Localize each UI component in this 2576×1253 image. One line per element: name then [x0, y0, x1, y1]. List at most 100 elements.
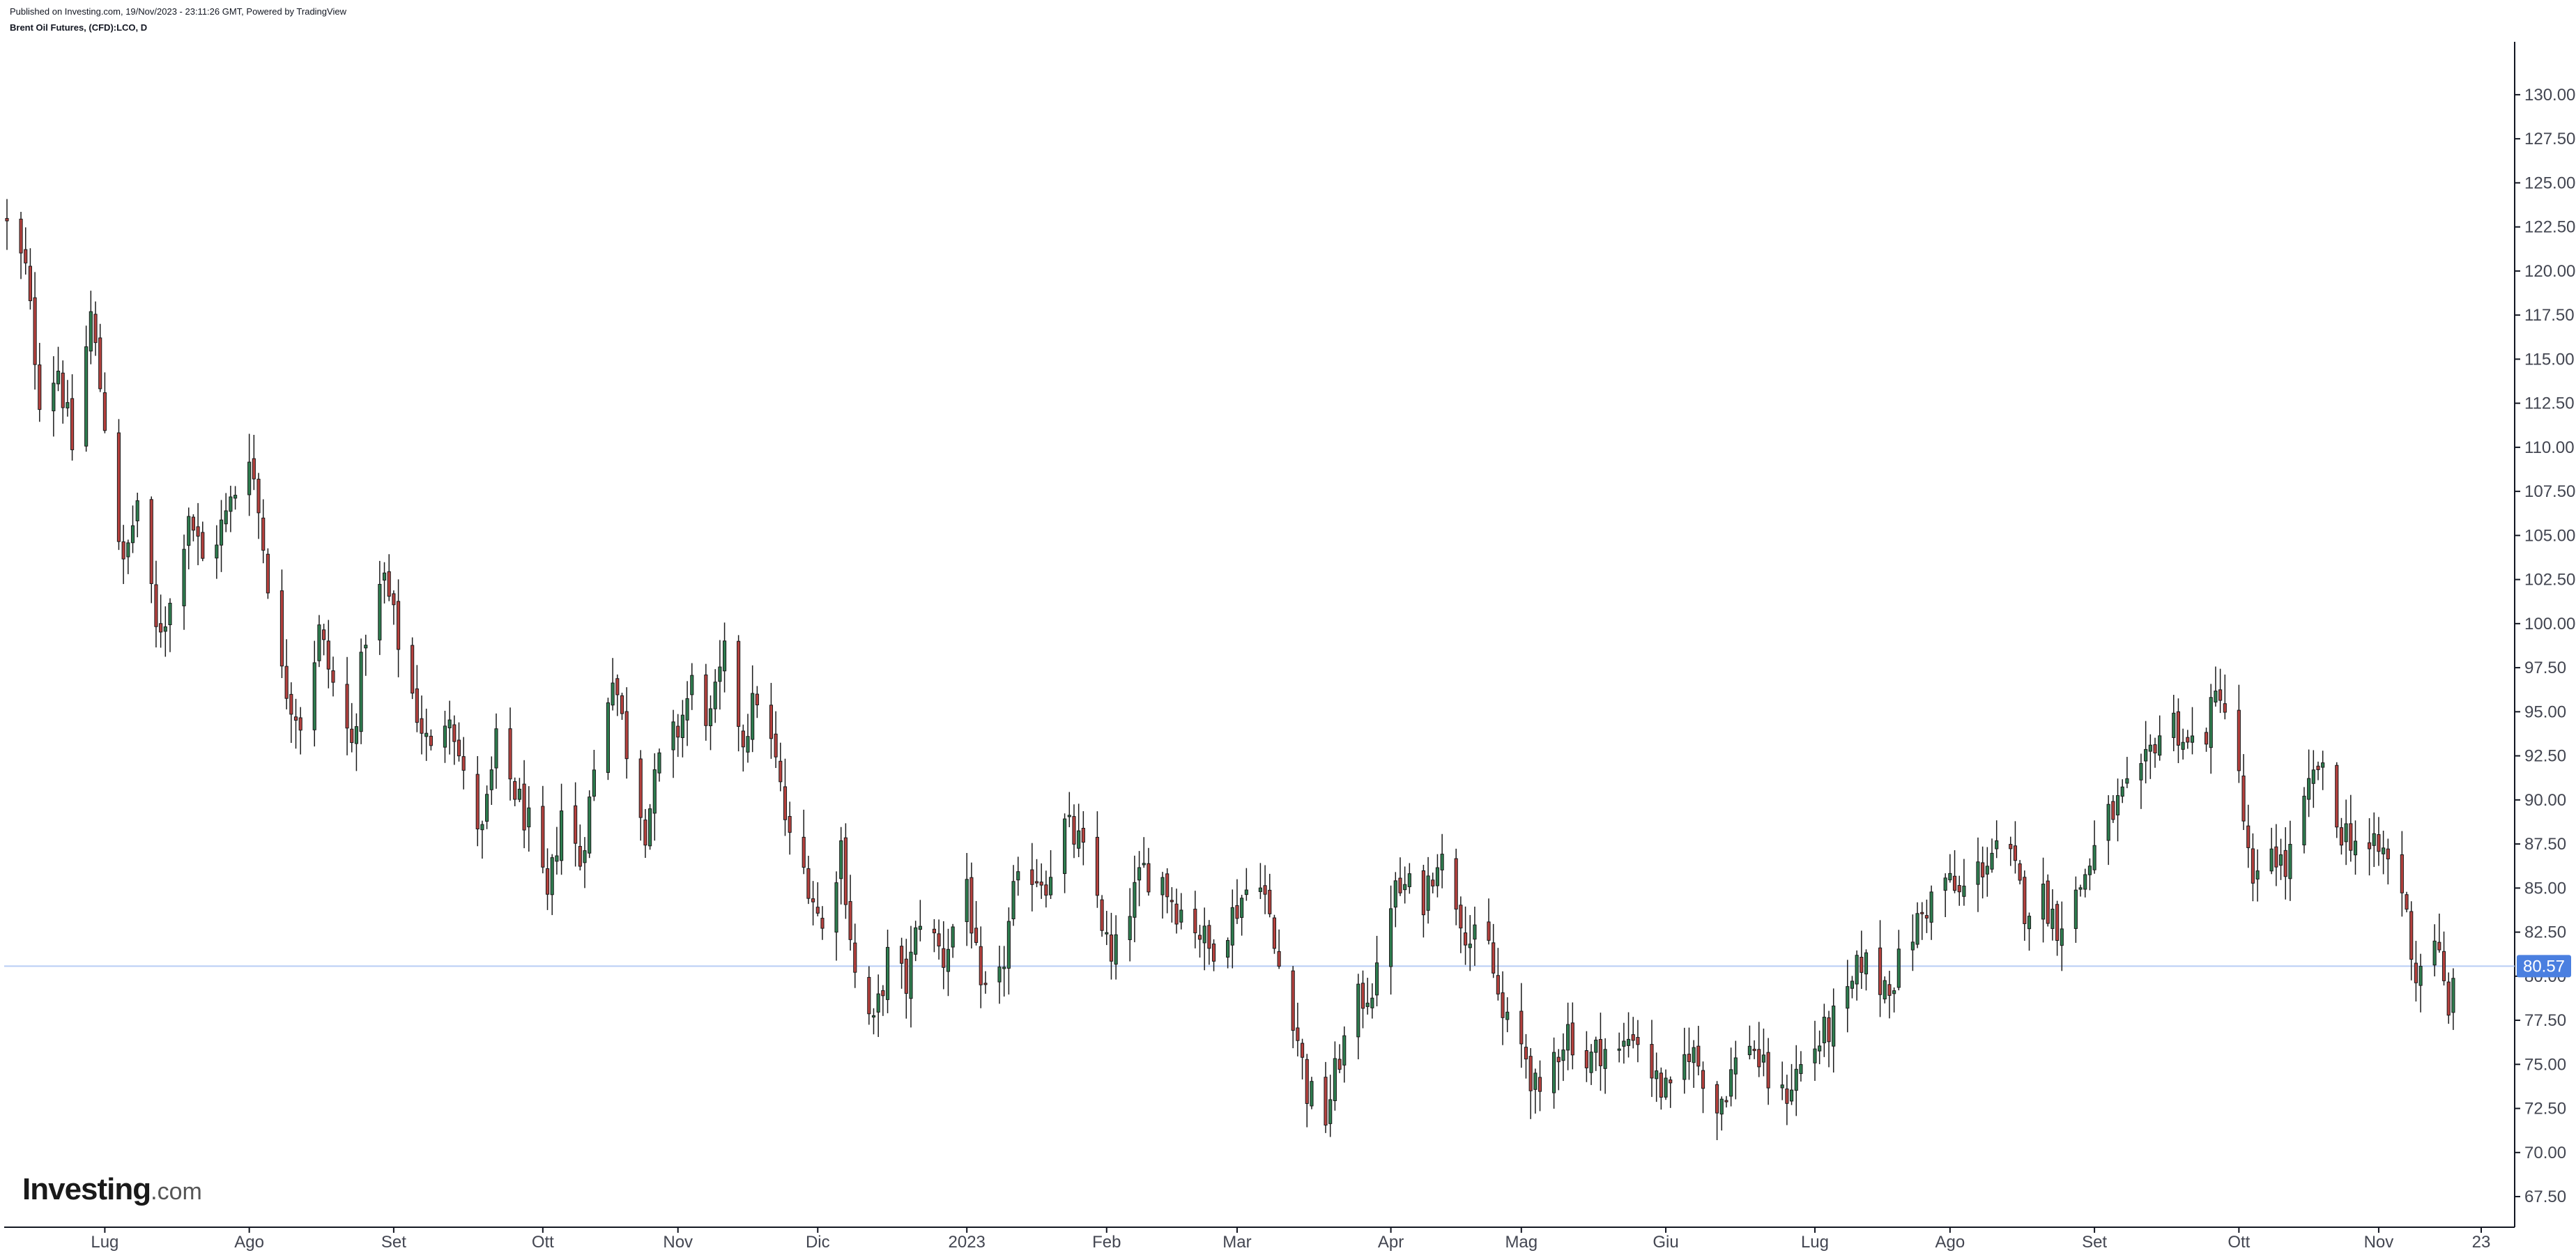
candle-up [1505, 1011, 1510, 1020]
candle-down [1211, 944, 1216, 962]
candle-down [2186, 737, 2190, 743]
candle-up [611, 682, 615, 706]
candle-down [676, 725, 680, 738]
candle-down [643, 820, 647, 846]
candle-up [1626, 1038, 1631, 1046]
candle-down [2023, 877, 2027, 924]
candle-down [1044, 884, 1048, 896]
candle-up [1533, 1073, 1538, 1090]
candle-down [806, 868, 811, 899]
candle-up [1365, 1002, 1370, 1007]
y-tick-label: 75.00 [2524, 1055, 2566, 1074]
candle-down [802, 836, 806, 868]
candle-down [1360, 983, 1365, 1009]
candle-up [713, 682, 717, 709]
candle-down [522, 783, 526, 831]
y-axis-ticks: 67.5070.0072.5075.0077.5080.0082.5085.00… [2515, 86, 2575, 1206]
candle-down [1463, 932, 1468, 946]
candle-up [1374, 962, 1379, 996]
candle-down [1398, 877, 1402, 893]
candle-down [815, 907, 820, 914]
candle-up [2302, 795, 2306, 845]
y-tick-label: 90.00 [2524, 791, 2566, 810]
candle-up [2158, 735, 2162, 756]
candle-up [1832, 1006, 1836, 1047]
candle-up [359, 652, 363, 732]
candle-up [1822, 1017, 1826, 1043]
candle-down [769, 705, 773, 739]
candle-down [1235, 905, 1239, 919]
candle-up [871, 1015, 876, 1017]
candle-down [191, 516, 195, 531]
candle-up [652, 769, 657, 814]
candle-down [2176, 711, 2181, 746]
candle-up [2092, 845, 2096, 870]
candle-down [33, 297, 37, 365]
candle-up [2288, 843, 2292, 879]
candle-up [1948, 873, 1952, 881]
candle-up [1077, 830, 1081, 849]
candle-down [1324, 1077, 1328, 1125]
candle-up [1682, 1054, 1687, 1080]
candle-down [615, 678, 620, 695]
candle-down [1263, 885, 1267, 895]
candle-up [2125, 778, 2129, 784]
x-tick-label: Feb [1092, 1233, 1121, 1252]
candle-up [2144, 748, 2148, 762]
candle-up [2120, 786, 2124, 797]
candle-down [1277, 951, 1281, 967]
candles [5, 199, 2455, 1141]
candle-down [508, 728, 512, 780]
candle-down [1492, 942, 1496, 974]
candle-up [671, 721, 675, 751]
candle-up [708, 708, 713, 726]
candle-up [382, 572, 387, 581]
candle-down [932, 928, 936, 934]
candle-down [704, 674, 708, 726]
candle-up [1016, 871, 1020, 881]
candle-down [937, 933, 941, 947]
candle-up [130, 525, 135, 544]
candle-down [1887, 984, 1892, 996]
candle-up [517, 788, 521, 800]
candle-down [387, 571, 391, 597]
candle-up [1813, 1048, 1817, 1063]
candle-down [2237, 709, 2241, 771]
candle-up [690, 675, 694, 695]
candle-up [2321, 762, 2325, 768]
y-tick-label: 127.50 [2524, 130, 2575, 148]
candle-up [1393, 880, 1397, 908]
candle-up [2214, 691, 2218, 702]
candle-up [1976, 861, 1980, 885]
candle-up [2181, 741, 2185, 750]
candle-up [489, 769, 493, 790]
x-tick-label: Mar [1222, 1233, 1251, 1252]
candle-up [685, 698, 689, 721]
x-tick-label: Nov [2364, 1233, 2394, 1252]
candle-up [2451, 978, 2455, 1013]
candle-down [2251, 848, 2255, 884]
candle-down [2283, 850, 2287, 877]
candle-up [1407, 873, 1411, 887]
candle-down [2414, 962, 2418, 983]
candle-up [2083, 874, 2087, 890]
candle-down [1095, 836, 1099, 896]
candle-up [1328, 1099, 1333, 1124]
candle-up [909, 951, 913, 999]
candle-down [811, 898, 815, 902]
candle-up [876, 993, 880, 1013]
x-tick-label: Set [381, 1233, 406, 1252]
candle-up [1719, 1098, 1724, 1115]
candle-down [420, 718, 424, 734]
candle-down [545, 868, 550, 895]
candle-down [345, 684, 349, 729]
candle-down [1174, 903, 1179, 925]
candle-up [447, 719, 452, 729]
candle-up [378, 583, 382, 640]
candle-up [1333, 1058, 1337, 1102]
candle-down [201, 532, 205, 559]
y-tick-label: 67.50 [2524, 1187, 2566, 1206]
y-tick-label: 115.00 [2524, 350, 2575, 369]
y-tick-label: 102.50 [2524, 571, 2575, 590]
